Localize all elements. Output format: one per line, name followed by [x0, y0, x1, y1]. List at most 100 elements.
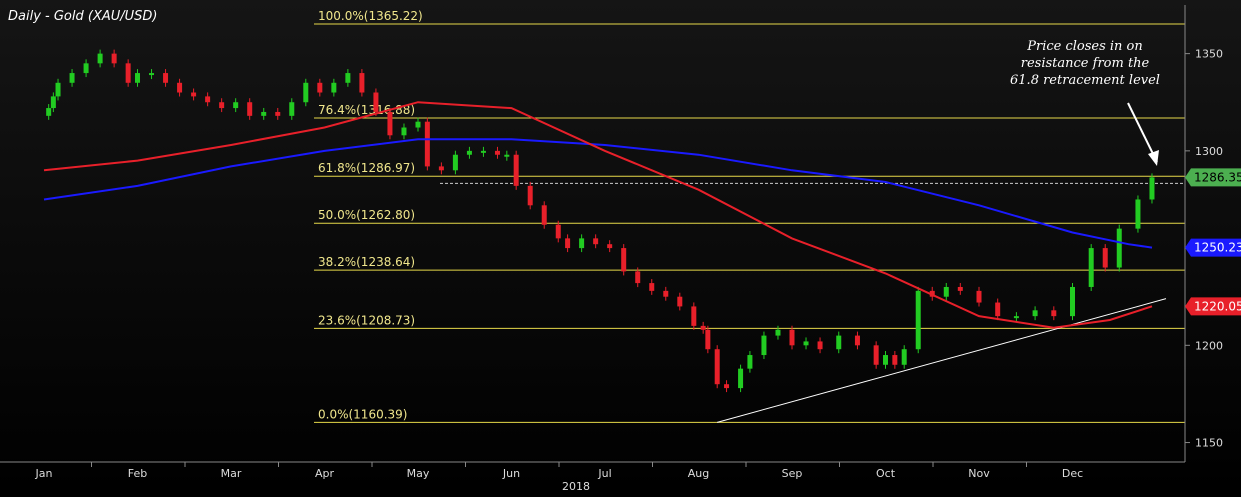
x-tick-label: Mar — [221, 467, 242, 480]
fib-level-label: 61.8%(1286.97) — [318, 161, 415, 175]
candle-body — [691, 306, 697, 326]
y-tick-label: 1350 — [1195, 48, 1223, 61]
candle-body — [761, 335, 767, 356]
annotation-text-line: Price closes in on — [1026, 39, 1143, 54]
candle-body — [359, 73, 365, 93]
candle-body — [303, 82, 309, 103]
candle-body — [700, 325, 706, 330]
candle-body — [438, 166, 444, 171]
candle-body — [111, 53, 117, 64]
candle-body — [149, 73, 155, 76]
candle-body — [854, 335, 860, 346]
price-tag: 1220.05 — [1185, 297, 1241, 316]
candle-body — [873, 345, 879, 365]
candle-body — [219, 102, 225, 109]
candle-body — [635, 271, 641, 284]
candle-body — [373, 92, 379, 112]
candle-body — [401, 127, 407, 136]
candle-body — [289, 102, 295, 116]
candle-body — [976, 290, 982, 303]
annotation-arrow-head — [1148, 150, 1159, 166]
candle-body — [83, 63, 89, 74]
candle-body — [163, 73, 169, 83]
x-tick-label: Sep — [782, 467, 803, 480]
candle-body — [69, 73, 75, 83]
annotation-arrow-shaft — [1127, 102, 1158, 163]
candle-body — [1102, 248, 1108, 268]
candle-body — [1116, 228, 1122, 268]
x-tick-label: Jan — [35, 467, 53, 480]
candle-body — [817, 341, 823, 350]
candle-body — [803, 341, 809, 346]
axis-layer: 11501200125013001350JanFebMarAprMayJunJu… — [0, 5, 1223, 480]
price-tags: 1286.35 1250.23 1220.05 — [1185, 168, 1241, 316]
candle-body — [705, 329, 711, 350]
candle-body — [135, 73, 140, 83]
candle-body — [714, 349, 720, 385]
candle-body — [247, 102, 253, 116]
moving-average-MA100 — [43, 138, 1153, 249]
annotation-layer: Price closes in on resistance from the 61.… — [1010, 39, 1160, 166]
price-tag-label: 1220.05 — [1194, 299, 1241, 313]
fib-level-label: 38.2%(1238.64) — [318, 255, 415, 269]
candle-body — [663, 290, 669, 297]
candle-body — [565, 238, 571, 249]
candle-body — [738, 368, 744, 389]
candle-body — [995, 302, 1001, 317]
price-tag-label: 1286.35 — [1194, 170, 1241, 184]
x-tick-label: Dec — [1062, 467, 1083, 480]
candle-body — [724, 384, 730, 389]
x-tick-label: Jun — [502, 467, 520, 480]
candle-body — [177, 82, 183, 93]
candle-body — [125, 63, 131, 83]
candle-body — [205, 96, 211, 103]
fib-level-label: 100.0%(1365.22) — [318, 9, 423, 23]
candle-body — [1135, 199, 1141, 229]
candle-body — [836, 335, 842, 350]
x-tick-label: Jul — [597, 467, 611, 480]
candle-body — [789, 329, 795, 346]
candle-body — [883, 355, 888, 365]
candle-body — [649, 283, 655, 291]
candle-body — [677, 296, 683, 307]
candle-body — [261, 111, 267, 116]
candle-body — [541, 205, 547, 225]
y-tick-label: 1150 — [1195, 437, 1223, 450]
candle-body — [775, 329, 781, 336]
series-layer — [43, 49, 1167, 423]
price-tag: 1286.35 — [1185, 168, 1241, 187]
price-tag: 1250.23 — [1185, 238, 1241, 257]
x-tick-label: Aug — [688, 467, 709, 480]
y-tick-label: 1200 — [1195, 339, 1223, 352]
candle-body — [466, 150, 472, 155]
candle-body — [275, 111, 281, 116]
year-label: 2018 — [562, 480, 590, 493]
moving-average-MA200 — [43, 101, 1153, 329]
fib-level-label: 23.6%(1208.73) — [318, 313, 415, 327]
fib-level-label: 50.0%(1262.80) — [318, 208, 415, 222]
x-tick-label: Nov — [968, 467, 990, 480]
y-tick-label: 1300 — [1195, 145, 1223, 158]
x-tick-label: May — [407, 467, 430, 480]
candle-body — [607, 244, 613, 249]
candle-body — [46, 108, 52, 116]
candle-body — [593, 238, 599, 245]
fib-level-label: 76.4%(1316.88) — [318, 103, 415, 117]
candle-body — [901, 349, 907, 365]
price-tag-label: 1250.23 — [1194, 241, 1241, 255]
candle-body — [513, 154, 519, 186]
candle-body — [1013, 316, 1019, 319]
candle-body — [480, 150, 486, 153]
candle-body — [555, 224, 561, 239]
x-tick-label: Oct — [876, 467, 896, 480]
candle-body — [331, 82, 337, 93]
candle-body — [527, 185, 533, 206]
candle-body — [345, 73, 351, 83]
candle-body — [424, 121, 430, 167]
candle-body — [97, 53, 103, 64]
price-tag-box — [1185, 238, 1241, 257]
candle-body — [494, 150, 500, 155]
candle-body — [621, 248, 627, 272]
